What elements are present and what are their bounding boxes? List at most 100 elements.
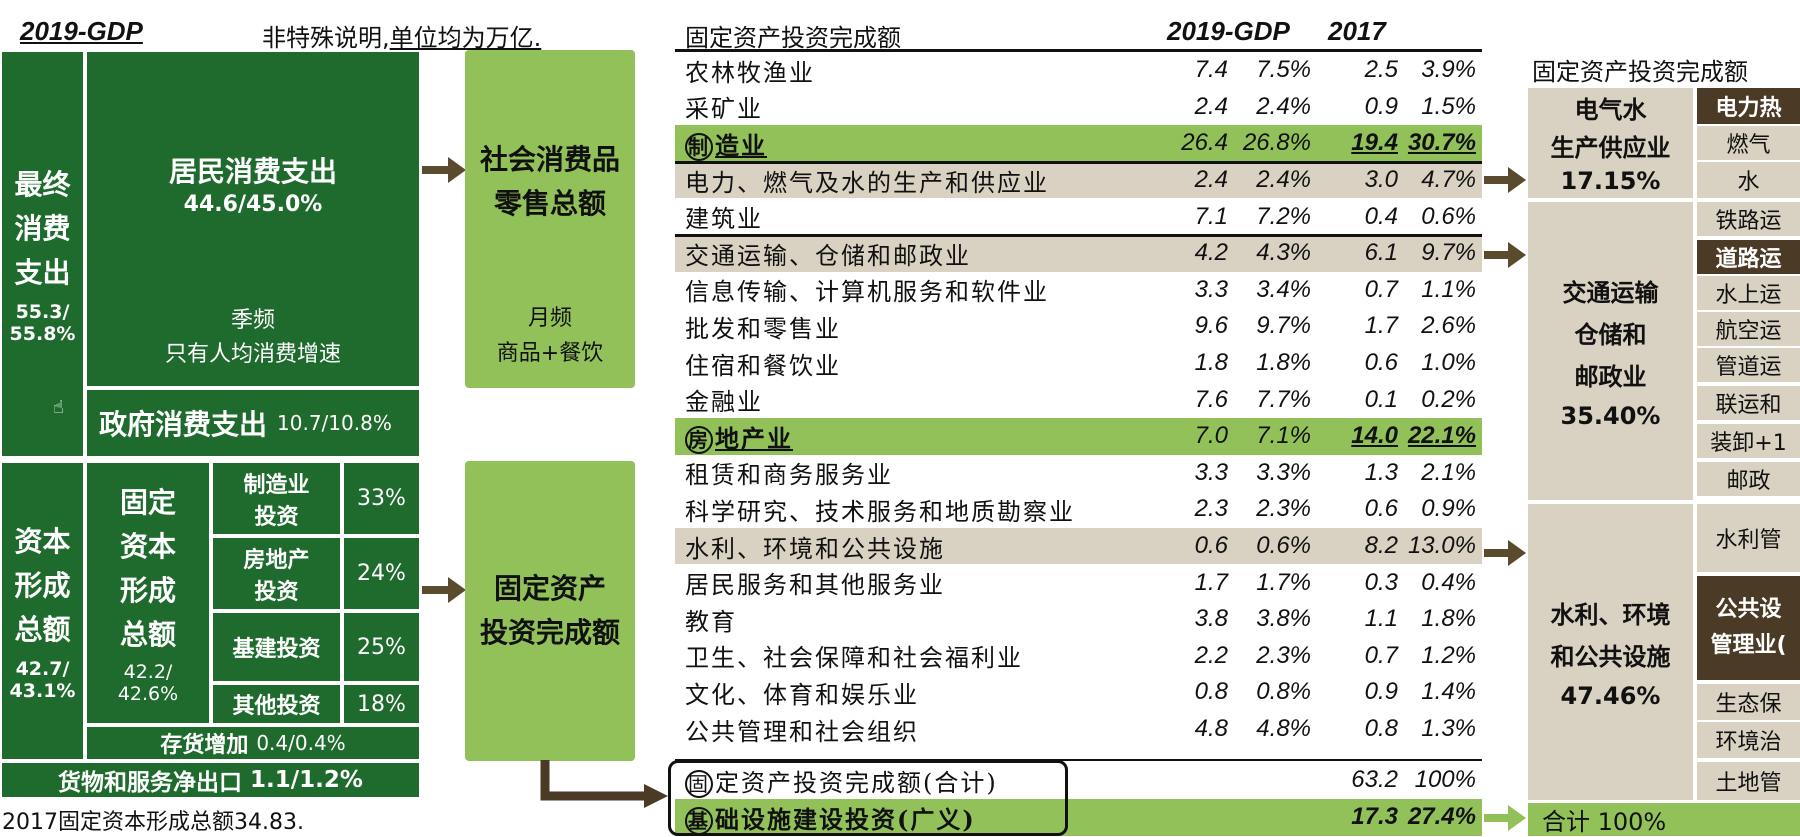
capital-formation-cell: 资本 形成 总额 42.7/ 43.1% [0,461,85,761]
other-investment-pct: 18% [342,683,421,725]
electric-pct: 17.15% [1560,167,1661,195]
cell-v2: 14.0 [1351,422,1398,450]
cell-v1: 7.4 [1194,56,1228,84]
fai-title: 固定资产 投资完成额 [479,572,620,649]
cell-v2: 3.0 [1364,166,1398,194]
cell-v2: 0.7 [1364,641,1398,669]
circle-glyph: 制 [685,132,713,161]
final-consumption-cell: 最终 消费 支出 55.3/ 55.8% [0,50,85,458]
table-row: 公共管理和社会组织 4.8 4.8% 0.8 1.3% [675,711,1482,748]
cell-p2: 1.3% [1421,715,1476,743]
table-row: 科学研究、技术服务和地质勘察业 2.3 2.3% 0.6 0.9% [675,491,1482,528]
household-note: 只有人均消费增速 [164,342,341,367]
table-row: 金融业 7.6 7.7% 0.1 0.2% [675,381,1482,418]
row-label: 公共管理和社会组织 [685,717,919,746]
cell-p2: 0.2% [1421,385,1476,413]
cell-v1: 3.8 [1194,605,1228,633]
cell-p1: 3.8% [1256,605,1311,633]
table-row: 文化、体育和娱乐业 0.8 0.8% 0.9 1.4% [675,674,1482,711]
water-sub-3: 生态保 [1697,684,1800,720]
electric-sub-1: 电力热 [1697,88,1800,124]
table-row: 交通运输、仓储和邮政业 4.2 4.3% 6.1 9.7% [675,235,1482,272]
cell-p2: 1.1% [1421,275,1476,303]
cell-v1: 3.3 [1194,458,1228,486]
cell-v1: 2.3 [1194,495,1228,523]
cell-v1: 9.6 [1194,312,1228,340]
cell-p1: 7.7% [1256,385,1311,413]
cell-v1: 0.6 [1194,532,1228,560]
cell-p2: 0.9% [1421,495,1476,523]
retail-frequency: 月频 [527,306,572,331]
transport-sub: 装卸+1 [1697,424,1800,458]
cell-p2: 22.1% [1407,422,1476,450]
cell-p1: 2.3% [1256,641,1311,669]
cell-v2: 1.7 [1364,312,1398,340]
cell-p2: 1.8% [1421,605,1476,633]
fai-box: 固定资产 投资完成额 [465,461,635,761]
cell-p1: 2.3% [1256,495,1311,523]
cell-p2: 0.4% [1421,568,1476,596]
arrow-right-icon [422,157,466,183]
table-top-rule [675,49,1482,52]
table-row: 电力、燃气及水的生产和供应业 2.4 2.4% 3.0 4.7% [675,161,1482,199]
capital-formation-label: 资本 形成 总额 [14,525,71,646]
cell-p1: 3.3% [1256,458,1311,486]
footnote: 2017固定资本形成总额34.83. [2,810,304,835]
real-estate-investment-pct: 24% [342,536,421,611]
cell-v2: 8.2 [1364,532,1398,560]
cell-p2: 1.4% [1421,678,1476,706]
cell-v1: 7.6 [1194,385,1228,413]
water-sub-5: 土地管 [1697,762,1800,800]
table-row: 教育 3.8 3.8% 1.1 1.8% [675,601,1482,638]
cell-p1: 7.2% [1256,202,1311,230]
cell-p1: 2.4% [1256,166,1311,194]
circle-glyph: 房 [685,425,713,454]
table-title: 固定资产投资完成额 [685,24,901,52]
table-row: 水利、环境和公共设施 0.6 0.6% 8.2 13.0% [675,527,1482,565]
electric-sub-2: 燃气 [1697,126,1800,160]
cell-v1: 0.8 [1194,678,1228,706]
cell-p2: 0.6% [1421,202,1476,230]
cell-p1: 7.1% [1256,422,1311,450]
cell-v2: 0.1 [1364,385,1398,413]
transport-sub: 邮政 [1697,462,1800,496]
water-sub-4: 环境治 [1697,722,1800,758]
cell-p2: 1.0% [1421,349,1476,377]
real-estate-investment: 房地产 投资 [211,536,342,611]
row-label: 金融业 [685,388,763,417]
infra-label: 础设施建设投资(广义) [715,804,976,834]
water-sub-2: 公共设 管理业( [1697,576,1800,680]
cell-v2: 0.6 [1364,349,1398,377]
cell-p1: 4.3% [1256,239,1311,267]
gdp-header: 2019-GDP [20,16,143,46]
cell-v2: 0.8 [1364,715,1398,743]
cell-v2: 0.9 [1364,92,1398,120]
household-frequency: 季频 [230,308,275,333]
cell-v2: 1.3 [1364,458,1398,486]
retail-sales-box: 社会消费品 零售总额 月频 商品+餐饮 [465,50,635,388]
cell-p2: 30.7% [1407,129,1476,157]
row-label: 文化、体育和娱乐业 [685,680,919,709]
cell-v1: 2.4 [1194,166,1228,194]
manufacturing-investment-pct: 33% [342,461,421,536]
row-label: 交通运输、仓储和邮政业 [685,241,971,270]
unit-note: 非特殊说明,单位均为万亿. [262,24,542,52]
water-group: 水利、环境 和公共设施 47.46% [1528,504,1693,800]
table-rule [675,160,1482,164]
infra-pct: 27.4% [1407,803,1476,831]
capital-formation-value: 42.7/ 43.1% [9,658,76,702]
government-consumption-cell: 政府消费支出 10.7/10.8% [85,388,421,458]
net-export-title: 货物和服务净出口 [58,770,243,796]
household-value: 44.6/45.0% [183,192,323,217]
table-row: 批发和零售业 9.6 9.7% 1.7 2.6% [675,308,1482,345]
cell-p2: 1.2% [1421,641,1476,669]
arrow-right-icon [1484,805,1526,831]
household-title: 居民消费支出 [168,155,337,188]
manufacturing-investment: 制造业 投资 [211,461,342,536]
table-row: 信息传输、计算机服务和软件业 3.3 3.4% 0.7 1.1% [675,272,1482,309]
cell-v2: 1.1 [1364,605,1398,633]
cell-p1: 1.8% [1256,349,1311,377]
cell-v2: 2.5 [1364,56,1398,84]
arrow-right-icon [1484,540,1526,566]
cell-p2: 1.5% [1421,92,1476,120]
